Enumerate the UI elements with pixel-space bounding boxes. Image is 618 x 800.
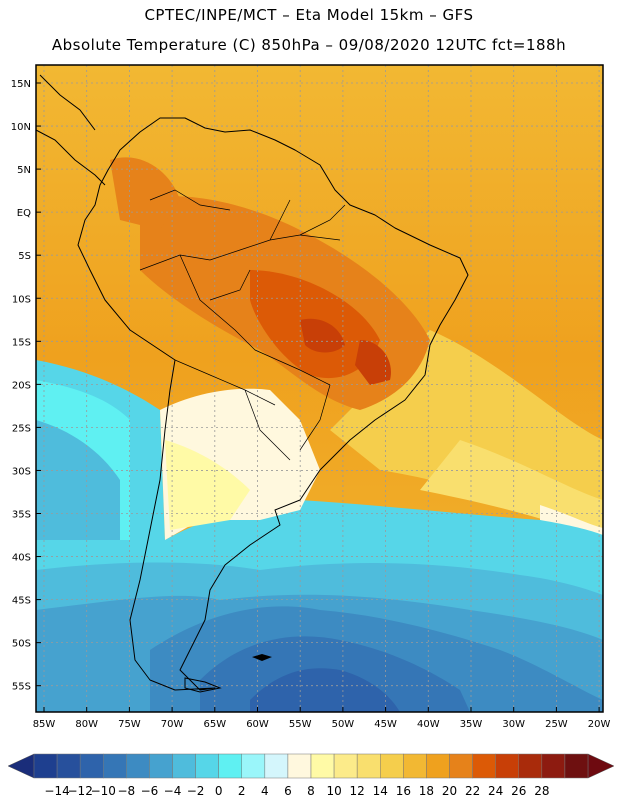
colorbar-swatch <box>518 753 543 779</box>
lat-label: 15S <box>12 337 31 348</box>
colorbar-label: −8 <box>117 784 135 798</box>
south-america-coastline <box>77 117 469 691</box>
lon-label: 20W <box>588 719 611 730</box>
lon-label: 75W <box>118 719 141 730</box>
title-line-2: Absolute Temperature (C) 850hPa – 09/08/… <box>51 36 567 54</box>
colorbar-swatch <box>103 753 127 779</box>
colorbar-label: 20 <box>442 784 457 798</box>
lat-label: 10N <box>11 122 31 133</box>
colorbar-label: −14 <box>44 784 69 798</box>
field-band-10-land <box>165 440 250 530</box>
colorbar-label: 26 <box>511 784 526 798</box>
colorbar-label: 22 <box>465 784 480 798</box>
colorbar-label: −12 <box>68 784 93 798</box>
lat-label: 45S <box>12 596 31 607</box>
colorbar-swatch <box>218 753 243 779</box>
lon-label: 70W <box>161 719 184 730</box>
title-line-1: CPTEC/INPE/MCT – Eta Model 15km – GFS <box>144 6 474 24</box>
lon-label: 25W <box>545 719 568 730</box>
temperature-field <box>36 65 603 712</box>
colorbar-swatch <box>172 753 196 779</box>
lon-label: 45W <box>374 719 397 730</box>
colorbar-swatch <box>241 753 266 779</box>
colorbar-swatch <box>356 753 381 779</box>
lat-label: 20S <box>12 380 31 391</box>
lon-label: 85W <box>33 719 56 730</box>
lat-label: 15N <box>11 79 31 90</box>
lat-label: EQ <box>17 208 31 219</box>
colorbar-swatch <box>287 753 312 779</box>
plot-frame <box>35 64 604 713</box>
colorbar-label: −10 <box>91 784 116 798</box>
falkland-islands <box>252 654 272 661</box>
tierra-del-fuego <box>184 677 222 693</box>
colorbar-label: 14 <box>373 784 388 798</box>
colorbar-swatch <box>264 753 289 779</box>
colorbar-label: −2 <box>187 784 205 798</box>
colorbar-swatch <box>380 753 404 779</box>
colorbar-over-arrow <box>587 753 615 779</box>
lon-label: 60W <box>246 719 269 730</box>
lat-label: 10S <box>12 294 31 305</box>
lon-label: 65W <box>203 719 226 730</box>
lon-label: 80W <box>75 719 98 730</box>
colorbar: −14−12−10 −8 −6 −4 −2 0 2 4 6 8 10 12 14 16 18 20 22 24 26… <box>7 753 615 798</box>
field-band-neg10 <box>250 668 400 712</box>
colorbar-label: 10 <box>326 784 341 798</box>
colorbar-label: 24 <box>488 784 503 798</box>
colorbar-label: −6 <box>141 784 159 798</box>
colorbar-swatch <box>403 753 427 779</box>
colorbar-swatch <box>195 753 219 779</box>
colorbar-swatch <box>564 753 589 779</box>
country-borders <box>139 189 346 461</box>
lat-label: 40S <box>12 553 31 564</box>
colorbar-label: 0 <box>215 784 223 798</box>
colorbar-swatch <box>149 753 173 779</box>
central-america-outline <box>35 74 106 186</box>
field-band-neg2-west <box>36 420 120 540</box>
lon-label: 55W <box>289 719 312 730</box>
longitude-axis: 85W 80W 75W 70W 65W 60W 55W 50W 45W 40W 35W 30W 25W 2… <box>33 707 611 730</box>
colorbar-swatch <box>333 753 358 779</box>
field-band-24 <box>300 318 345 353</box>
lon-label: 30W <box>502 719 525 730</box>
colorbar-label: −4 <box>164 784 182 798</box>
lat-label: 50S <box>12 639 31 650</box>
latitude-axis: 15N 10N 5N EQ 5S 10S 15S 20S 25S 30S 35S 40S 45S 50S 5… <box>11 79 41 693</box>
colorbar-swatch <box>33 753 58 779</box>
lat-label: 5S <box>18 251 31 262</box>
lon-label: 40W <box>417 719 440 730</box>
colorbar-label: 6 <box>284 784 292 798</box>
colorbar-under-arrow <box>7 753 35 779</box>
colorbar-label: 16 <box>396 784 411 798</box>
colorbar-swatch <box>56 753 81 779</box>
colorbar-label: 28 <box>534 784 549 798</box>
colorbar-label: 4 <box>261 784 269 798</box>
lat-label: 55S <box>12 682 31 693</box>
lat-label: 35S <box>12 510 31 521</box>
colorbar-label: 18 <box>419 784 434 798</box>
colorbar-label: 2 <box>238 784 246 798</box>
lat-label: 30S <box>12 466 31 477</box>
colorbar-label: 12 <box>350 784 365 798</box>
lat-label: 25S <box>12 423 31 434</box>
colorbar-swatch <box>449 753 473 779</box>
colorbar-label: 8 <box>307 784 315 798</box>
colorbar-swatch <box>472 753 496 779</box>
colorbar-swatch <box>79 753 104 779</box>
colorbar-swatch <box>541 753 566 779</box>
lon-label: 50W <box>332 719 355 730</box>
colorbar-swatch <box>426 753 450 779</box>
lon-label: 35W <box>460 719 483 730</box>
lat-label: 5N <box>17 165 31 176</box>
colorbar-swatch <box>126 753 150 779</box>
colorbar-swatch <box>495 753 519 779</box>
colorbar-swatch <box>310 753 335 779</box>
field-band-24-east <box>355 340 391 385</box>
